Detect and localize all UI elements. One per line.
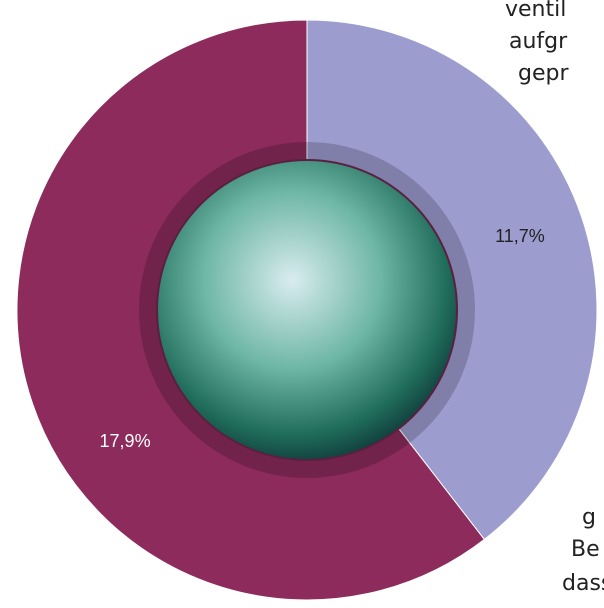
text-fragment: gepr bbox=[518, 61, 569, 86]
text-fragment: ventil bbox=[505, 0, 566, 22]
text-fragment: dass bbox=[562, 571, 604, 596]
value-label: 17,9% bbox=[100, 431, 151, 451]
center-photo bbox=[156, 159, 458, 461]
text-fragment: Be bbox=[571, 537, 600, 562]
text-fragment: aufgr bbox=[509, 29, 568, 54]
value-label: 11,7% bbox=[495, 226, 545, 246]
text-fragment: g bbox=[582, 505, 596, 530]
